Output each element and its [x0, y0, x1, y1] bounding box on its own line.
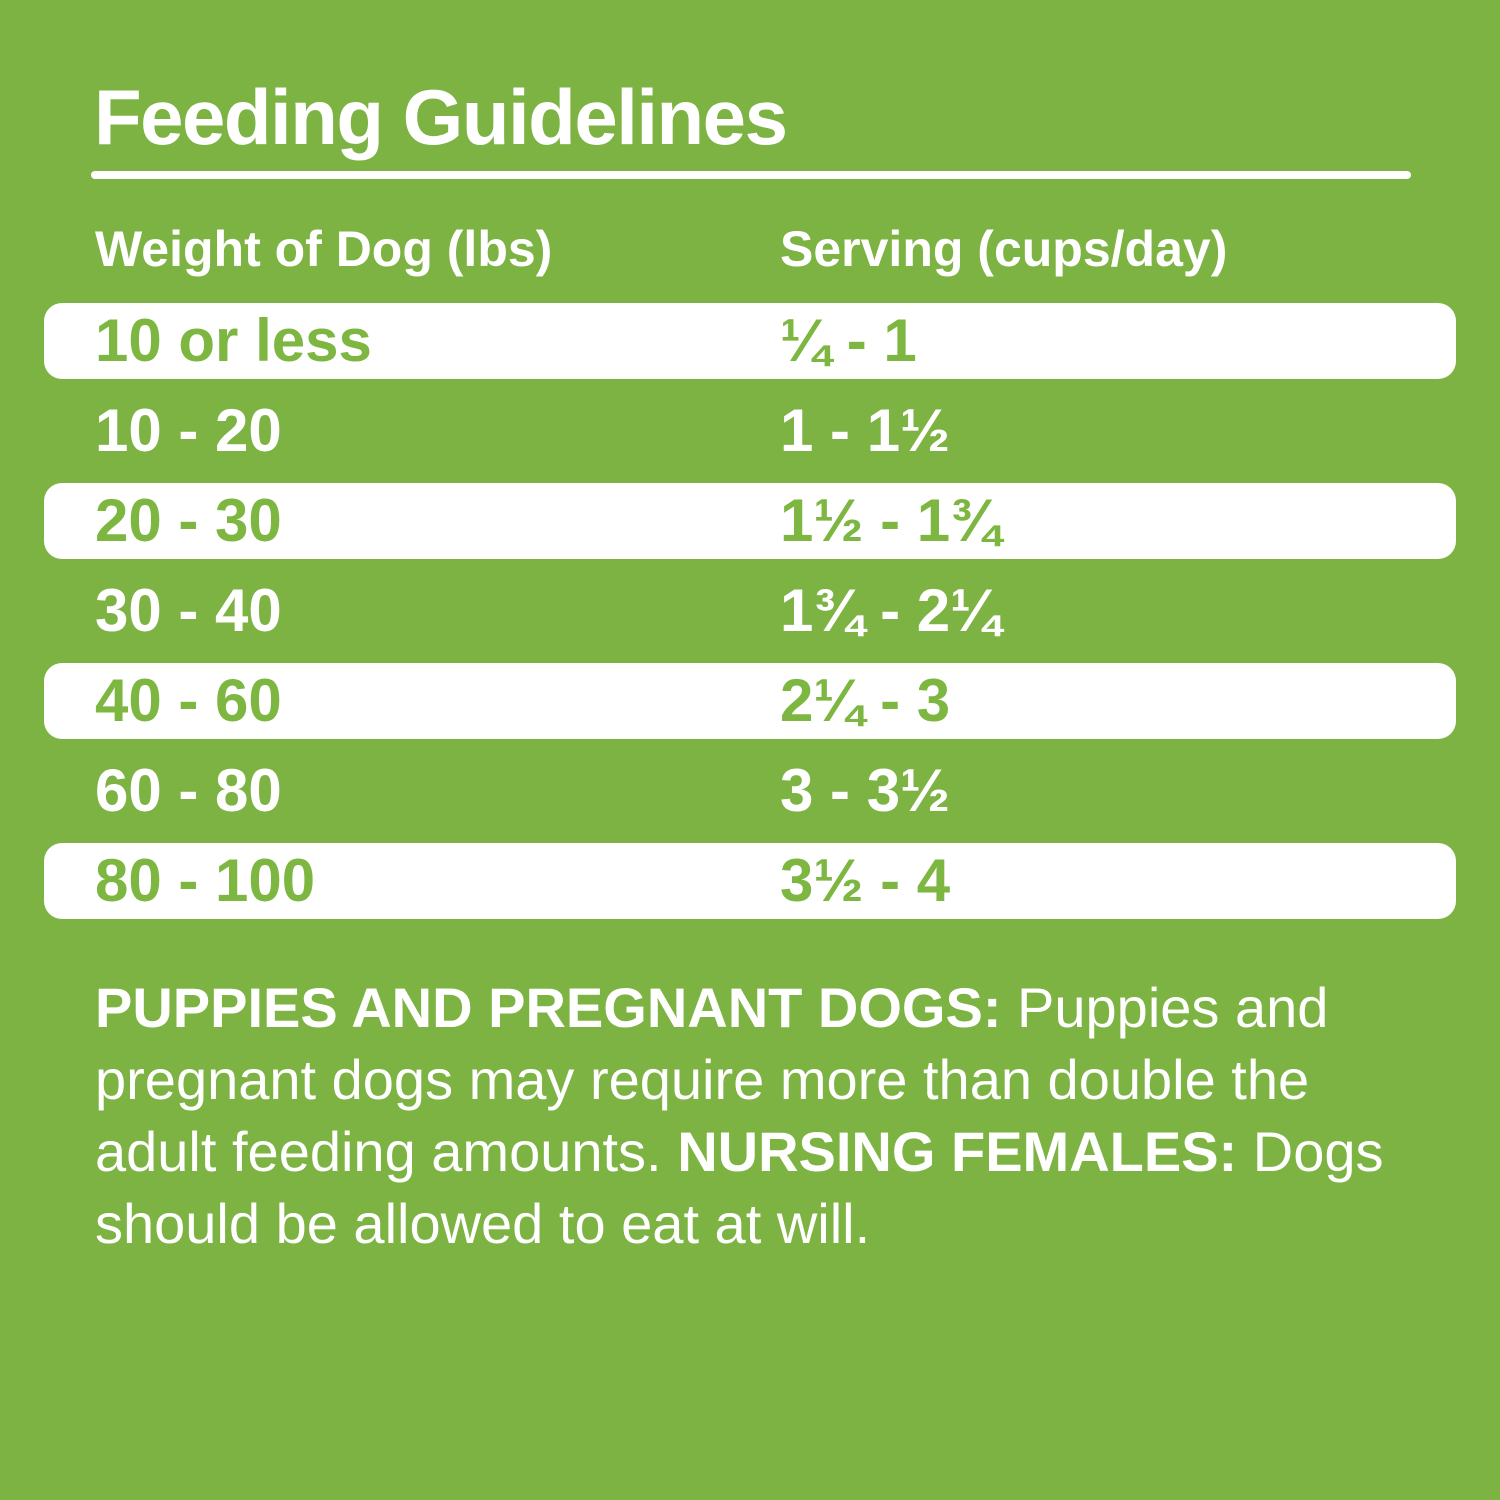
table-row: 40 - 60 2¼ - 3	[44, 663, 1456, 739]
weight-cell: 10 or less	[95, 307, 372, 374]
serving-cell: 1¾ - 2¼	[780, 577, 1001, 644]
serving-cell: 3½ - 4	[780, 847, 951, 914]
table-row: 10 or less ¼ - 1	[44, 303, 1456, 379]
feeding-table: 10 or less ¼ - 1 10 - 20 1 - 1½ 20 - 30 …	[44, 296, 1456, 926]
table-row: 30 - 40 1¾ - 2¼	[44, 566, 1456, 656]
serving-cell: 3 - 3½	[780, 757, 951, 824]
weight-cell: 80 - 100	[95, 847, 316, 914]
table-row: 60 - 80 3 - 3½	[44, 746, 1456, 836]
title-underline	[91, 171, 1411, 179]
table-row: 10 - 20 1 - 1½	[44, 386, 1456, 476]
table-row: 80 - 100 3½ - 4	[44, 843, 1456, 919]
table-row: 20 - 30 1½ - 1¾	[44, 483, 1456, 559]
serving-cell: 1 - 1½	[780, 397, 951, 464]
weight-cell: 60 - 80	[95, 757, 282, 824]
serving-cell: 1½ - 1¾	[780, 487, 1001, 554]
table-column-headers: Weight of Dog (lbs) Serving (cups/day)	[44, 224, 1456, 274]
weight-cell: 10 - 20	[95, 397, 282, 464]
feeding-note: PUPPIES AND PREGNANT DOGS: Puppies and p…	[95, 972, 1425, 1260]
nursing-note-text: Dogs should be allowed to eat at will.	[95, 1120, 1384, 1255]
puppies-note-label: PUPPIES AND PREGNANT DOGS:	[95, 976, 1002, 1039]
page-title: Feeding Guidelines	[94, 73, 788, 161]
column-header-weight: Weight of Dog (lbs)	[95, 221, 553, 277]
weight-cell: 20 - 30	[95, 487, 282, 554]
nursing-note-label: NURSING FEMALES:	[677, 1120, 1238, 1183]
weight-cell: 40 - 60	[95, 667, 282, 734]
column-header-serving: Serving (cups/day)	[780, 221, 1228, 277]
weight-cell: 30 - 40	[95, 577, 282, 644]
serving-cell: 2¼ - 3	[780, 667, 951, 734]
serving-cell: ¼ - 1	[780, 307, 917, 374]
puppies-note-text: Puppies and pregnant dogs may require mo…	[95, 976, 1329, 1183]
